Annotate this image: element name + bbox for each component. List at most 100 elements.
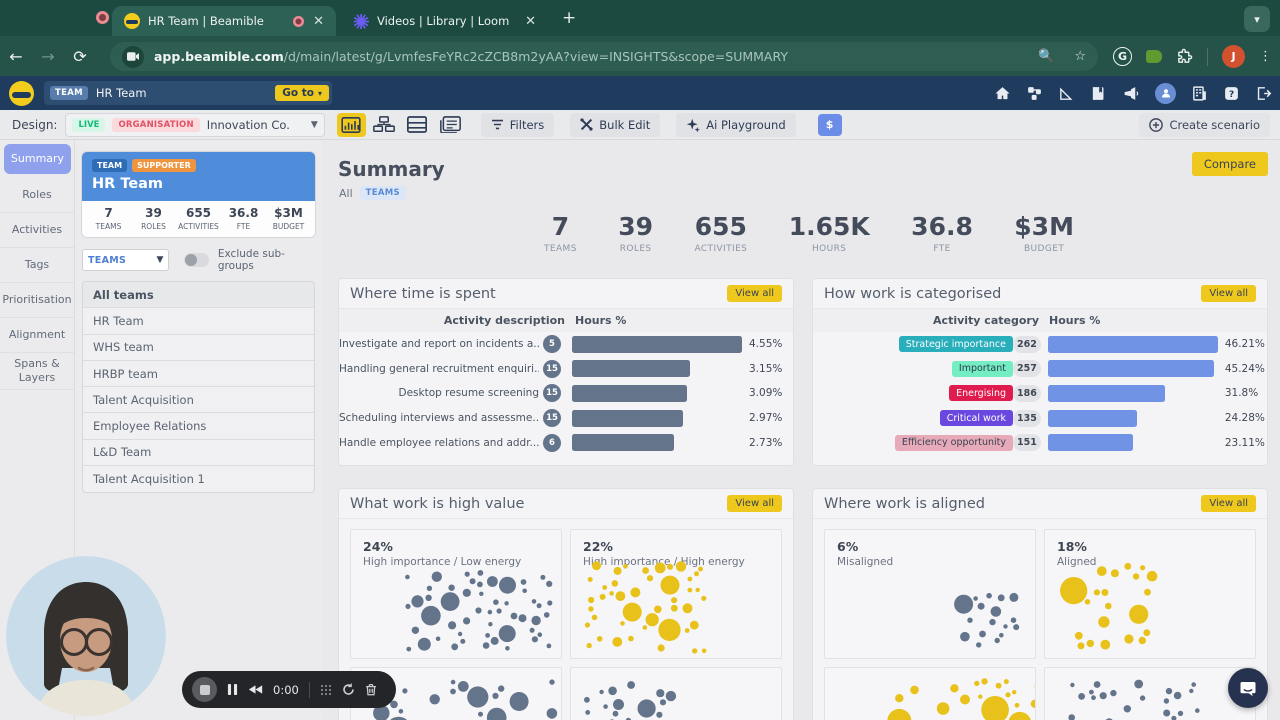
logout-icon[interactable] <box>1255 85 1272 102</box>
category-badge: Energising <box>949 385 1013 402</box>
budget-toggle-button[interactable]: $ <box>817 113 842 136</box>
team-list-item[interactable]: All teams <box>83 282 314 309</box>
delete-recording-button[interactable] <box>365 683 377 696</box>
quadrant-panel[interactable]: 24% High importance / Low energy <box>350 529 562 659</box>
library-book-icon[interactable] <box>1090 85 1107 102</box>
org-structure-icon[interactable] <box>1026 85 1043 102</box>
activity-count: 6 <box>539 433 565 452</box>
team-list-item[interactable]: HRBP team <box>83 361 314 388</box>
sidebar-item-roles[interactable]: Roles <box>0 178 74 213</box>
sidebar-item-activities[interactable]: Activities <box>0 213 74 248</box>
view-table-button[interactable] <box>403 113 432 137</box>
view-orgchart-button[interactable] <box>370 113 399 137</box>
sidebar-item-prioritisation[interactable]: Prioritisation <box>0 283 74 318</box>
view-chart-button[interactable] <box>336 112 366 137</box>
exclude-subgroups-toggle[interactable] <box>184 253 209 267</box>
count-badge: 15 <box>543 384 561 403</box>
chart-bar-row[interactable]: Investigate and report on incidents a...… <box>339 332 793 357</box>
goto-button[interactable]: Go to ▾ <box>275 85 329 101</box>
view-cards-button[interactable] <box>436 113 465 137</box>
help-icon[interactable]: ? <box>1223 85 1240 102</box>
design-ruler-icon[interactable] <box>1058 85 1075 102</box>
team-list-item[interactable]: Employee Relations <box>83 413 314 440</box>
sidebar-item-tags[interactable]: Tags <box>0 248 74 283</box>
view-all-button[interactable]: View all <box>1201 285 1256 302</box>
restart-recording-button[interactable] <box>342 683 355 696</box>
team-list-item[interactable]: WHS team <box>83 335 314 361</box>
tab-close-icon[interactable]: ✕ <box>313 13 324 29</box>
new-tab-button[interactable]: + <box>562 8 577 28</box>
home-icon[interactable] <box>994 85 1011 102</box>
tab-title: Videos | Library | Loom <box>377 14 510 28</box>
bulk-edit-button[interactable]: Bulk Edit <box>570 112 661 137</box>
quadrant-panel[interactable]: 6% Misaligned <box>824 529 1036 659</box>
chart-bar-row[interactable]: Desktop resume screening 15 3.09% <box>339 381 793 406</box>
sidebar-item-spans-layers[interactable]: Spans & Layers <box>0 353 74 390</box>
team-list-item[interactable]: Talent Acquisition 1 <box>93 472 205 487</box>
search-icon[interactable]: 🔍 <box>1038 49 1055 64</box>
divider <box>1207 47 1208 66</box>
tab-close-icon[interactable]: ✕ <box>525 13 536 29</box>
chart-bar-row[interactable]: Scheduling interviews and assessme... 15 2… <box>339 406 793 431</box>
organisation-chip: ORGANISATION <box>112 117 200 132</box>
back-button[interactable]: ← <box>9 46 23 66</box>
organisation-building-icon[interactable] <box>1191 85 1208 102</box>
announcements-megaphone-icon[interactable] <box>1122 85 1140 102</box>
intercom-chat-button[interactable] <box>1228 668 1268 708</box>
forward-button[interactable]: → <box>41 46 55 66</box>
presenter-webcam-bubble[interactable] <box>6 556 166 716</box>
quadrant-panel[interactable] <box>570 667 782 720</box>
drag-handle-icon[interactable] <box>320 684 332 696</box>
bar-percent-label: 45.24% <box>1224 362 1265 375</box>
view-all-button[interactable]: View all <box>727 285 782 302</box>
sidebar-item-summary[interactable]: Summary <box>4 144 71 174</box>
teams-filter-select[interactable]: TEAMS ▼ <box>82 249 170 271</box>
view-all-button[interactable]: View all <box>727 495 782 512</box>
address-bar[interactable]: app.beamible.com/d/main/latest/g/LvmfesF… <box>110 42 1098 71</box>
quadrant-panel[interactable] <box>824 667 1036 720</box>
browser-tab-active[interactable]: HR Team | Beamible ✕ <box>112 6 336 36</box>
chart-bar-row[interactable]: Efficiency opportunity 151 23.11% <box>813 430 1267 455</box>
chart-bar-row[interactable]: Handling general recruitment enquiri... 1… <box>339 357 793 382</box>
quadrant-panel[interactable] <box>1044 667 1256 720</box>
team-summary-card[interactable]: TEAM SUPPORTER HR Team 7 TEAMS 39 ROLES 655 A… <box>82 152 315 237</box>
activity-count: 5 <box>539 335 565 354</box>
bar-percent-label: 2.73% <box>749 436 783 449</box>
user-avatar[interactable] <box>1155 82 1176 104</box>
bar-row-label: Critical work <box>813 410 1013 427</box>
beamible-logo-icon[interactable] <box>9 80 34 106</box>
grammarly-extension-icon[interactable]: G <box>1113 47 1132 66</box>
chart-bar-row[interactable]: Important 257 45.24% <box>813 357 1267 382</box>
browser-tab-loom[interactable]: Videos | Library | Loom ✕ <box>342 6 548 36</box>
chart-bar-row[interactable]: Energising 186 31.8% <box>813 381 1267 406</box>
chrome-menu-icon[interactable]: ⋮ <box>1259 49 1272 64</box>
team-search-bar[interactable]: TEAM HR Team Go to ▾ <box>44 81 332 105</box>
chart-bar-row[interactable]: Critical work 135 24.28% <box>813 406 1267 431</box>
tab-search-chevron-icon[interactable]: ▾ <box>1244 6 1270 32</box>
recording-control-bar[interactable]: 0:00 <box>182 671 396 708</box>
stat-value: 655 <box>694 212 747 241</box>
compare-button[interactable]: Compare <box>1191 152 1268 176</box>
stop-recording-button[interactable] <box>192 677 217 702</box>
chart-bar-row[interactable]: Handle employee relations and addr... 6 2.… <box>339 430 793 455</box>
rewind-button[interactable] <box>248 684 263 695</box>
team-list-item[interactable]: Talent Acquisition <box>83 387 314 414</box>
extensions-puzzle-icon[interactable] <box>1176 48 1193 65</box>
ai-playground-button[interactable]: Ai Playground <box>676 112 796 137</box>
create-scenario-button[interactable]: Create scenario <box>1139 112 1270 137</box>
filters-button[interactable]: Filters <box>480 112 555 137</box>
team-list-item[interactable]: L&D Team <box>83 440 314 467</box>
quadrant-panel[interactable]: 22% High importance / High energy <box>570 529 782 659</box>
quadrant-panel[interactable]: 18% Aligned <box>1044 529 1256 659</box>
reload-button[interactable]: ⟳ <box>73 46 87 66</box>
bar-row-label: Handle employee relations and addr... <box>339 436 539 449</box>
team-list-item[interactable]: HR Team <box>83 308 314 335</box>
bookmark-star-icon[interactable]: ☆ <box>1074 49 1086 64</box>
green-extension-icon[interactable] <box>1146 50 1162 63</box>
scenario-selector[interactable]: LIVE ORGANISATION Innovation Co. ▼ <box>65 112 325 137</box>
chart-bar-row[interactable]: Strategic importance 262 46.21% <box>813 332 1267 357</box>
sidebar-item-alignment[interactable]: Alignment <box>0 318 74 353</box>
view-all-button[interactable]: View all <box>1201 495 1256 512</box>
pause-button[interactable] <box>227 683 238 696</box>
browser-profile-avatar[interactable]: J <box>1222 45 1245 68</box>
